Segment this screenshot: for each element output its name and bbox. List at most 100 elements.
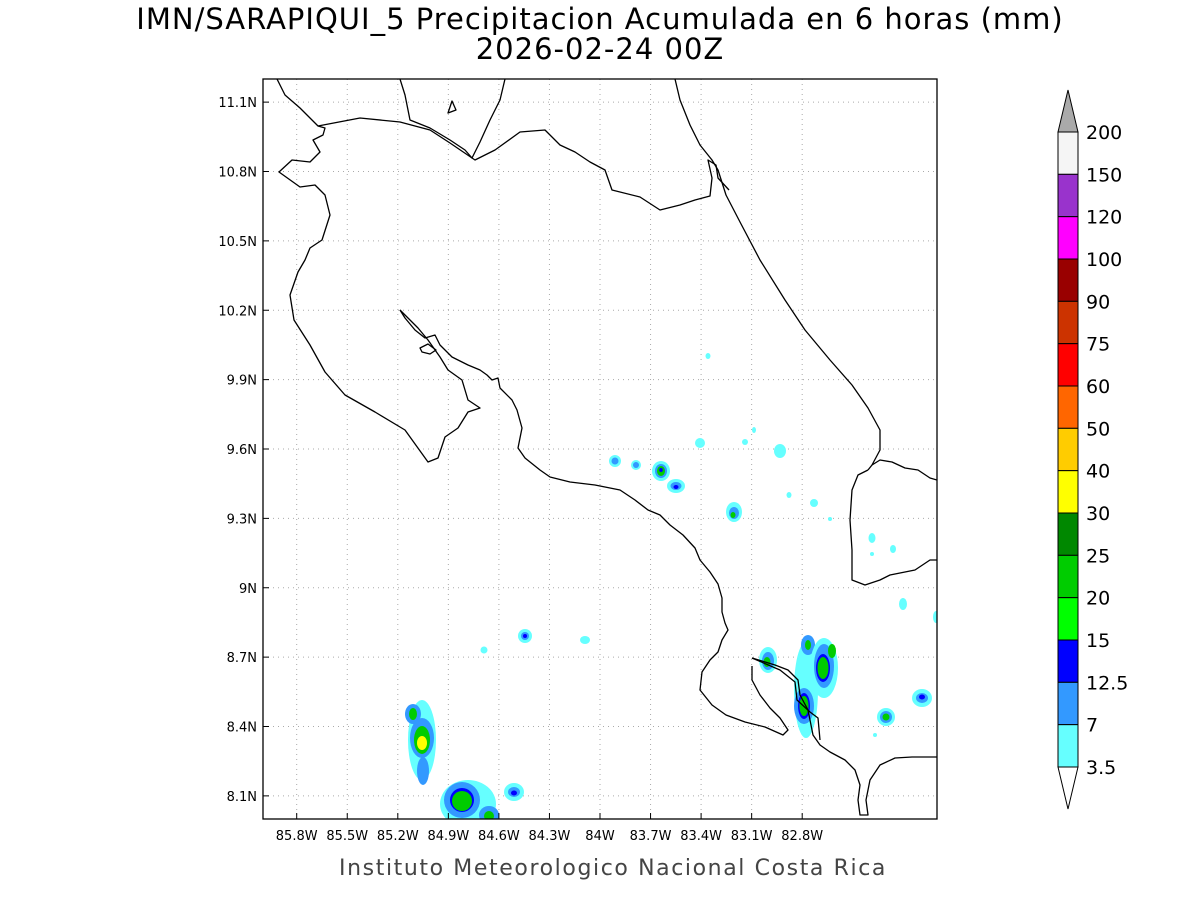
lat-tick-label: 8.7N — [227, 651, 257, 666]
lake — [447, 100, 457, 114]
credit-footer: Instituto Meteorologico Nacional Costa R… — [339, 856, 887, 881]
colorbar-swatch — [1057, 724, 1079, 768]
rain-cell — [705, 353, 711, 359]
colorbar-swatch — [1057, 258, 1079, 302]
lon-tick-label: 84.3W — [529, 829, 571, 844]
rain-cell — [810, 638, 838, 698]
map-title: IMN/SARAPIQUI_5 Precipitacion Acumulada … — [136, 2, 1064, 36]
rain-cell — [877, 708, 895, 726]
rain-cell — [652, 461, 670, 481]
rain-cell — [912, 689, 932, 707]
colorbar-label: 200 — [1086, 122, 1122, 144]
colorbar-label: 60 — [1086, 376, 1110, 398]
colorbar-swatch — [1057, 597, 1079, 641]
colorbar-swatch — [1057, 681, 1079, 726]
lat-tick-label: 10.5N — [218, 235, 257, 250]
colorbar-swatch — [1057, 554, 1079, 599]
rain-cell — [742, 439, 748, 445]
rain-cell — [774, 444, 786, 458]
lat-tick-label: 8.4N — [227, 721, 257, 736]
colorbar-swatch — [1057, 639, 1079, 683]
colorbar-label: 40 — [1086, 461, 1110, 483]
colorbar-label: 120 — [1086, 207, 1122, 229]
coastline — [871, 459, 937, 481]
border — [317, 117, 730, 211]
colorbar-swatch — [1057, 173, 1079, 218]
rain-cell — [933, 611, 937, 623]
colorbar-label: 75 — [1086, 334, 1110, 356]
rain-cell — [726, 502, 742, 522]
coastline — [849, 469, 937, 586]
colorbar-swatch — [1057, 512, 1079, 556]
rain-cell — [810, 499, 818, 507]
rain-cell — [480, 646, 488, 654]
grid-lines — [263, 79, 937, 819]
lat-tick-label: 10.8N — [218, 166, 257, 181]
colorbar-swatch — [1057, 216, 1079, 260]
colorbar-label: 7 — [1086, 715, 1098, 737]
lon-tick-label: 83.1W — [731, 829, 773, 844]
colorbar-over-arrow — [1057, 89, 1079, 133]
rain-cell — [786, 492, 792, 498]
rain-cell — [828, 517, 832, 521]
lon-tick-label: 82.8W — [781, 829, 823, 844]
island — [419, 343, 437, 355]
lat-tick-label: 8.1N — [227, 790, 257, 805]
colorbar-label: 15 — [1086, 630, 1110, 652]
coastline — [399, 309, 789, 736]
colorbar-label: 12.5 — [1086, 672, 1128, 694]
colorbar-label: 100 — [1086, 249, 1122, 271]
rain-cell — [899, 598, 907, 610]
rain-cell — [609, 455, 621, 467]
colorbar-label: 150 — [1086, 164, 1122, 186]
lat-tick-label: 9.3N — [227, 512, 257, 527]
lon-tick-label: 85.5W — [326, 829, 368, 844]
colorbar-label: 25 — [1086, 545, 1110, 567]
map-datetime: 2026-02-24 00Z — [475, 32, 725, 66]
rain-cell — [405, 700, 436, 785]
rain-cell — [752, 427, 756, 433]
axis-labels: 85.8W 85.5W 85.2W 84.9W 84.6W 84.3W 84W 83.7W 83… — [218, 96, 823, 844]
rain-cell — [870, 552, 874, 556]
coastline — [674, 79, 881, 471]
rain-cell — [518, 629, 532, 643]
coastline-borders — [276, 79, 937, 816]
colorbar-label: 30 — [1086, 503, 1110, 525]
colorbar-swatch — [1057, 427, 1079, 472]
lon-tick-label: 84.6W — [478, 829, 520, 844]
rain-cell — [631, 460, 641, 470]
colorbar-swatch — [1057, 343, 1079, 387]
lat-tick-label: 9.9N — [227, 374, 257, 389]
precipitation-layer — [405, 353, 937, 819]
lat-tick-label: 9.6N — [227, 443, 257, 458]
rain-cell — [440, 780, 499, 819]
border — [751, 657, 821, 741]
rain-cell — [667, 479, 685, 493]
lon-tick-label: 84.9W — [427, 829, 469, 844]
colorbar-swatch — [1057, 300, 1079, 345]
lon-tick-label: 85.2W — [377, 829, 419, 844]
rain-cell — [504, 783, 524, 801]
colorbar-label: 50 — [1086, 418, 1110, 440]
colorbar-swatch — [1057, 131, 1079, 175]
rain-cell — [868, 533, 876, 543]
lon-tick-label: 83.4W — [680, 829, 722, 844]
colorbar-label: 3.5 — [1086, 757, 1116, 779]
rain-cell — [580, 636, 590, 644]
colorbar-legend: 200 150 120 100 90 75 60 50 40 30 25 20 15 12.5 7 3.5 — [1057, 89, 1128, 810]
lat-tick-label: 10.2N — [218, 304, 257, 319]
rain-cell — [890, 545, 896, 553]
lat-tick-label: 11.1N — [218, 96, 257, 111]
colorbar-label: 90 — [1086, 291, 1110, 313]
colorbar-swatch — [1057, 470, 1079, 514]
rain-cell — [873, 733, 877, 737]
lon-tick-label: 84W — [585, 829, 615, 844]
rain-cell — [759, 647, 777, 673]
coastline — [399, 79, 506, 159]
coastline — [276, 79, 481, 463]
colorbar-under-arrow — [1057, 766, 1079, 810]
colorbar-swatch — [1057, 385, 1079, 429]
colorbar-label: 20 — [1086, 588, 1110, 610]
lon-tick-label: 83.7W — [630, 829, 672, 844]
